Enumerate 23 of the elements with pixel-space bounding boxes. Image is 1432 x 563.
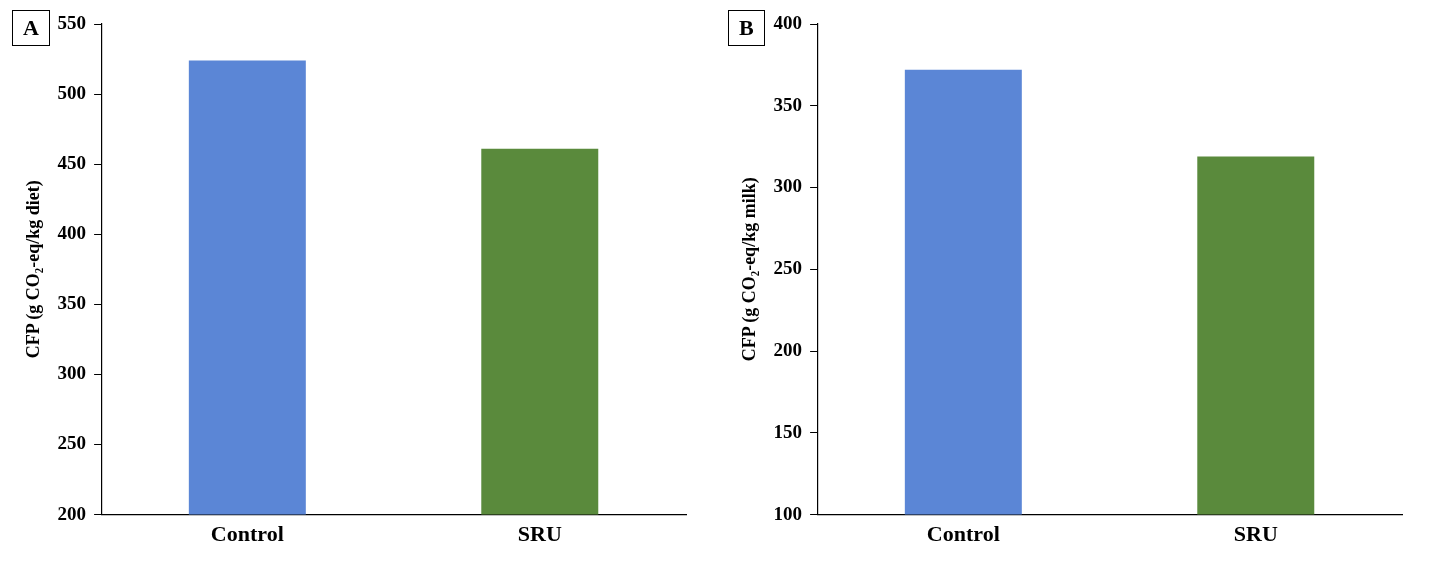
y-tick-label: 350 xyxy=(57,292,87,314)
y-tick-label: 200 xyxy=(57,502,87,524)
y-axis-title: CFP (g CO₂-eq/kg diet) xyxy=(23,180,45,359)
chart-title: A xyxy=(12,10,50,46)
y-tick-label: 550 xyxy=(57,11,87,33)
y-tick-label: 100 xyxy=(773,502,803,524)
y-tick-label: 150 xyxy=(773,420,803,442)
x-tick-label: Control xyxy=(210,521,284,547)
y-axis-title: CFP (g CO₂-eq/kg milk) xyxy=(739,177,761,362)
x-tick-label: SRU xyxy=(517,521,562,547)
x-tick-label: Control xyxy=(926,521,1000,547)
y-tick-label: 250 xyxy=(57,432,87,454)
chart-title: B xyxy=(728,10,765,46)
y-tick-label: 250 xyxy=(773,257,803,279)
y-tick-label: 200 xyxy=(773,338,803,360)
x-tick-label: SRU xyxy=(1233,521,1278,547)
y-tick-label: 350 xyxy=(773,93,803,115)
y-tick-label: 300 xyxy=(57,362,87,384)
y-tick-label: 400 xyxy=(773,11,803,33)
y-tick-label: 400 xyxy=(57,222,87,244)
y-tick-label: 300 xyxy=(773,175,803,197)
y-tick-label: 450 xyxy=(57,152,87,174)
y-tick-label: 500 xyxy=(57,81,87,103)
